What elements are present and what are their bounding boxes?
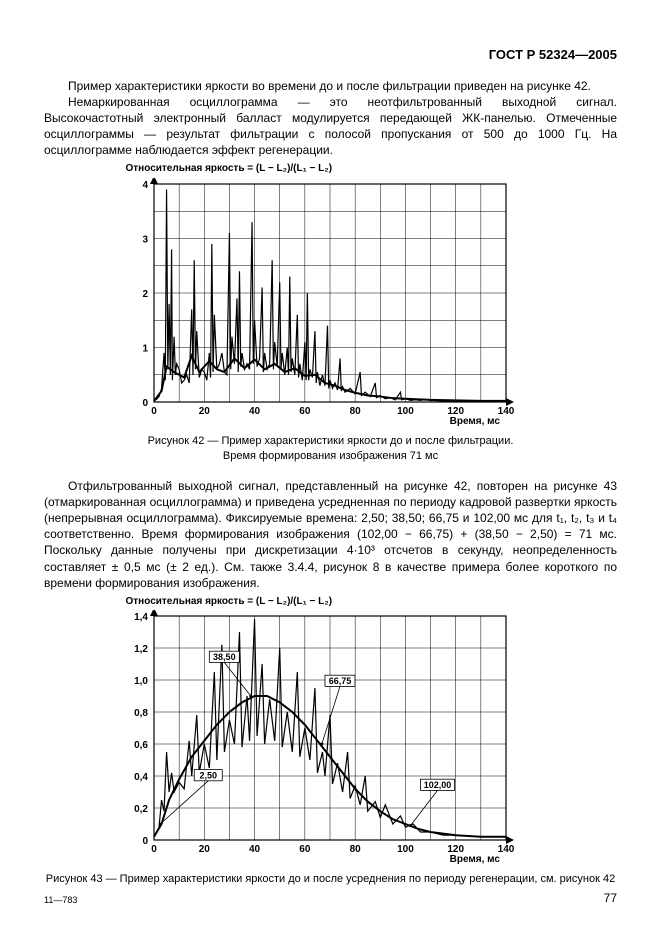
- svg-text:1,4: 1,4: [134, 612, 148, 623]
- figure-42: Относительная яркость = (L − L₂)/(L₁ − L…: [116, 162, 546, 428]
- svg-text:Время, мс: Время, мс: [449, 854, 500, 865]
- svg-text:40: 40: [249, 406, 261, 417]
- doc-header: ГОСТ Р 52324—2005: [44, 46, 617, 64]
- chart1-ylabel-formula: Относительная яркость = (L − L₂)/(L₁ − L…: [126, 162, 546, 176]
- svg-text:0: 0: [151, 844, 157, 855]
- svg-text:1,2: 1,2: [134, 644, 148, 655]
- caption-43: Рисунок 43 — Пример характеристики яркос…: [44, 872, 617, 887]
- svg-text:100: 100: [397, 844, 414, 855]
- svg-text:60: 60: [299, 406, 311, 417]
- svg-text:20: 20: [198, 406, 210, 417]
- chart1-svg: 02040608010012014001234Время, мс: [116, 178, 526, 428]
- svg-text:4: 4: [142, 180, 148, 191]
- svg-text:0: 0: [151, 406, 157, 417]
- svg-text:2: 2: [142, 289, 148, 300]
- svg-text:100: 100: [397, 406, 414, 417]
- page-number: 77: [604, 890, 617, 906]
- svg-text:40: 40: [249, 844, 261, 855]
- svg-text:2,50: 2,50: [199, 771, 217, 781]
- svg-text:3: 3: [142, 234, 148, 245]
- svg-text:20: 20: [198, 844, 210, 855]
- svg-text:1: 1: [142, 343, 148, 354]
- svg-text:0: 0: [142, 836, 148, 847]
- svg-text:0,8: 0,8: [134, 708, 148, 719]
- svg-text:60: 60: [299, 844, 311, 855]
- paragraph-3: Отфильтрованный выходной сигнал, предста…: [44, 478, 617, 591]
- svg-text:Время, мс: Время, мс: [449, 416, 500, 427]
- figure-43: Относительная яркость = (L − L₂)/(L₁ − L…: [116, 595, 546, 867]
- chart2-svg: 02040608010012014000,20,40,60,81,01,21,4…: [116, 610, 526, 866]
- footer-left: 11—783: [44, 894, 77, 906]
- paragraph-1: Пример характеристики яркости во времени…: [44, 78, 617, 94]
- svg-text:80: 80: [349, 406, 361, 417]
- svg-text:0,4: 0,4: [134, 772, 148, 783]
- svg-text:0,2: 0,2: [134, 804, 148, 815]
- svg-text:38,50: 38,50: [213, 652, 236, 662]
- svg-text:140: 140: [497, 406, 514, 417]
- svg-text:1,0: 1,0: [134, 676, 148, 687]
- paragraph-2: Немаркированная осциллограмма — это неот…: [44, 94, 617, 159]
- svg-text:66,75: 66,75: [328, 676, 351, 686]
- svg-text:140: 140: [497, 844, 514, 855]
- caption-42: Рисунок 42 — Пример характеристики яркос…: [44, 434, 617, 464]
- svg-text:80: 80: [349, 844, 361, 855]
- svg-text:0: 0: [142, 398, 148, 409]
- chart2-ylabel-formula: Относительная яркость = (L − L₂)/(L₁ − L…: [126, 595, 546, 609]
- svg-text:0,6: 0,6: [134, 740, 148, 751]
- svg-text:102,00: 102,00: [423, 780, 451, 790]
